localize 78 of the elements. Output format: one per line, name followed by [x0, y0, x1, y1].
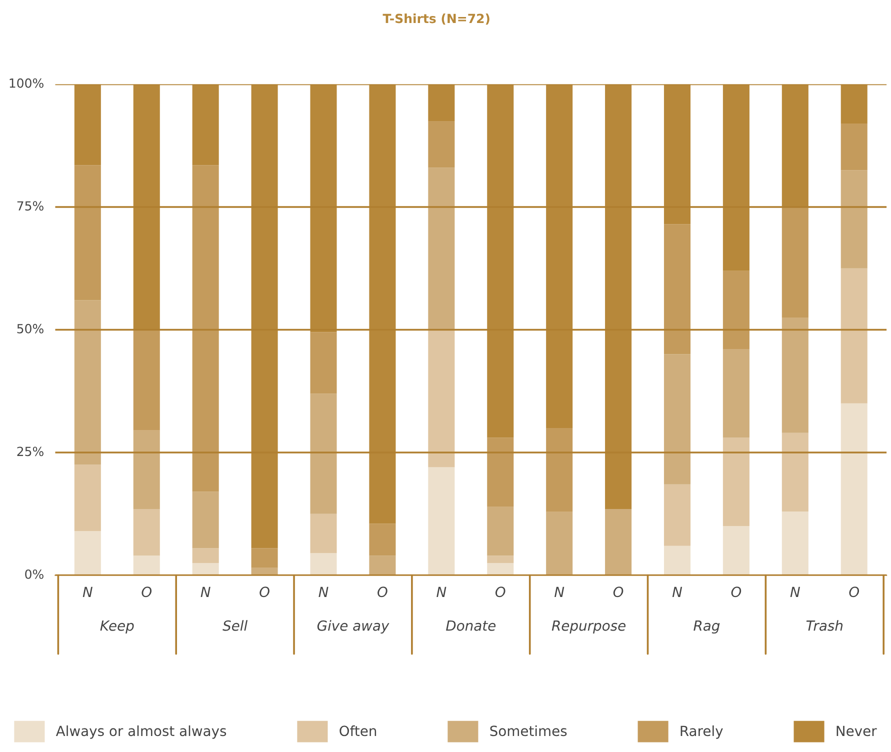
bar — [133, 430, 160, 509]
chart-title: T-Shirts (N=72) — [382, 14, 490, 25]
legend-label: Always or almost always — [56, 725, 226, 739]
bar — [664, 224, 691, 354]
x-tick-label: N — [672, 586, 682, 597]
bar — [487, 506, 514, 556]
x-tick-label: N — [200, 586, 210, 597]
legend-label: Never — [836, 726, 877, 736]
text: Sell — [222, 620, 248, 631]
y-tick-label: 0% — [25, 569, 44, 579]
bar — [133, 556, 160, 576]
text: Keep — [100, 620, 134, 634]
bar — [546, 428, 573, 512]
bar — [74, 165, 101, 300]
bar — [310, 553, 337, 576]
bar — [428, 121, 455, 168]
bar — [310, 514, 337, 554]
x-tick-label: O — [731, 586, 742, 598]
bar — [192, 165, 219, 492]
bar — [722, 349, 750, 438]
y-tick-label: 25% — [17, 446, 44, 456]
x-tick-label: O — [260, 586, 270, 598]
legend-label: Often — [340, 725, 376, 736]
bar — [782, 432, 808, 512]
bar — [487, 438, 514, 507]
bar — [74, 531, 101, 576]
bar — [722, 270, 750, 350]
bar — [369, 556, 396, 576]
x-tick-label: N — [318, 586, 328, 597]
x-tick-label: N — [554, 586, 564, 597]
bar — [722, 438, 750, 526]
bar — [74, 300, 101, 465]
bar — [840, 403, 868, 576]
bar — [369, 524, 396, 556]
text: Give away — [317, 620, 390, 634]
x-tick-label: O — [613, 586, 624, 598]
bar — [74, 464, 101, 532]
text: Rag — [694, 620, 720, 634]
x-tick-label: O — [378, 586, 388, 598]
x-tick-label: O — [142, 586, 152, 598]
bar — [310, 394, 337, 514]
x-tick-label: N — [82, 586, 92, 597]
x-tick-label: N — [436, 586, 446, 597]
y-tick-label: 50% — [17, 324, 44, 334]
bar — [251, 548, 278, 568]
bar — [192, 563, 219, 576]
text: Donate — [446, 620, 496, 631]
text: Repurpose — [552, 620, 626, 634]
bar — [133, 508, 160, 556]
y-tick-label: 75% — [17, 201, 44, 211]
bar — [428, 467, 455, 576]
bar — [487, 556, 514, 564]
bar — [310, 332, 337, 394]
bar — [840, 268, 868, 404]
bar — [782, 317, 808, 433]
text: Trash — [806, 620, 843, 631]
bar — [664, 354, 691, 484]
bar — [840, 170, 868, 268]
bar — [192, 492, 219, 548]
bar — [428, 168, 455, 330]
bar — [664, 484, 691, 546]
bar — [192, 548, 219, 564]
bar — [782, 511, 808, 576]
bar — [664, 546, 691, 576]
y-tick-label: 100% — [10, 78, 44, 88]
legend-label: Rarely — [680, 725, 723, 739]
legend-label: Sometimes — [490, 725, 567, 736]
x-tick-label: N — [790, 586, 800, 597]
x-tick-label: O — [495, 586, 506, 598]
bar — [722, 526, 750, 576]
bar — [133, 330, 160, 430]
bar — [782, 206, 808, 318]
bar — [840, 124, 868, 170]
bar — [546, 511, 573, 576]
bar — [605, 508, 632, 576]
bar — [428, 330, 455, 468]
bar — [487, 563, 514, 576]
x-tick-label: O — [849, 586, 860, 598]
